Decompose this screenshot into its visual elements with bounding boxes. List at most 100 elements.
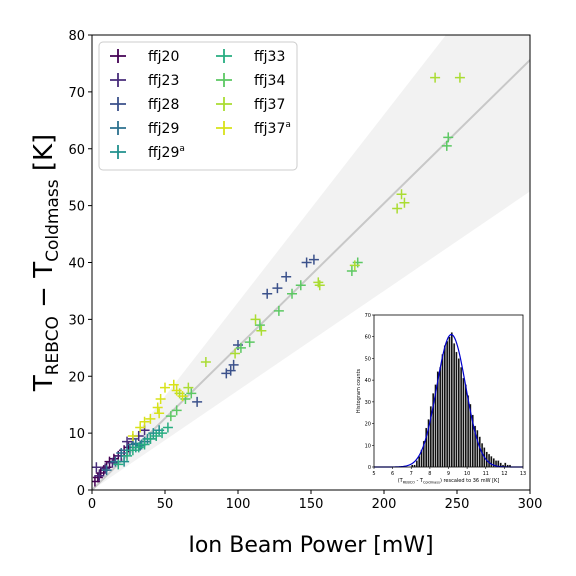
data-point	[154, 408, 165, 419]
histogram-bar	[441, 353, 444, 468]
data-point	[177, 391, 188, 402]
data-point	[235, 342, 246, 353]
inset-x-tick-label: 7	[410, 471, 413, 477]
data-point	[139, 416, 150, 427]
inset-y-tick-label: 50	[365, 356, 371, 362]
data-point	[133, 442, 144, 453]
data-point	[192, 396, 203, 407]
data-point	[160, 382, 170, 393]
legend-label: ffj33	[254, 49, 285, 65]
legend-label: ffj37	[254, 97, 285, 113]
x-tick-label: 50	[157, 497, 174, 512]
legend-marker	[110, 73, 126, 87]
data-point	[145, 433, 156, 444]
inset-y-tick-label: 20	[365, 422, 371, 428]
data-point	[171, 405, 182, 416]
data-point	[256, 325, 267, 336]
x-tick-label: 300	[518, 497, 543, 512]
data-point	[113, 459, 124, 470]
inset-x-tick-label: 6	[391, 471, 394, 477]
y-tick-label: 40	[68, 257, 85, 272]
data-point	[171, 385, 182, 396]
data-point	[151, 430, 162, 441]
histogram-bar	[453, 343, 456, 468]
x-tick-label: 0	[88, 497, 96, 512]
series-ffj34	[165, 132, 454, 422]
data-point	[116, 448, 127, 459]
data-point	[100, 463, 111, 474]
legend-label: ffj29a	[148, 144, 185, 161]
inset-y-tick-label: 40	[365, 378, 371, 384]
data-point	[127, 430, 138, 441]
y-tick-label: 30	[68, 313, 85, 328]
data-point	[396, 189, 407, 200]
data-point	[162, 422, 173, 433]
y-axis-label: TREBCO − TColdmass [K]	[29, 134, 63, 392]
histogram-bar	[450, 332, 453, 468]
inset-x-tick-label: 11	[483, 471, 489, 477]
histogram-bar	[490, 455, 493, 468]
data-point	[441, 140, 452, 151]
data-point	[168, 379, 179, 390]
histogram-bar	[415, 460, 418, 468]
fit-line	[92, 58, 530, 490]
legend-label: ffj34	[254, 73, 285, 89]
legend-label: ffj20	[148, 49, 179, 65]
legend-marker	[216, 97, 232, 111]
histogram-bar	[443, 345, 446, 468]
inset-x-tick-label: 12	[501, 471, 507, 477]
histogram-bar	[462, 377, 465, 468]
data-point	[454, 72, 465, 83]
data-point	[225, 365, 236, 376]
data-point	[346, 266, 357, 277]
x-tick-label: 100	[226, 497, 251, 512]
data-point	[200, 357, 211, 368]
data-point	[119, 456, 130, 467]
inset-y-tick-label: 30	[365, 400, 371, 406]
data-point	[122, 450, 133, 461]
x-tick-label: 250	[445, 497, 470, 512]
legend-marker	[110, 97, 126, 111]
data-point	[244, 337, 255, 348]
legend-marker	[216, 73, 232, 87]
data-point	[272, 283, 283, 294]
legend-marker	[216, 121, 232, 135]
series-ffj37-a	[127, 379, 188, 441]
histogram-bar	[418, 455, 421, 468]
data-point	[165, 411, 176, 422]
y-tick-label: 60	[68, 143, 85, 158]
inset-y-tick-label: 60	[365, 335, 371, 341]
data-point	[186, 388, 197, 399]
legend-marker	[110, 49, 126, 63]
x-tick-label: 200	[372, 497, 397, 512]
histogram-bar	[464, 384, 467, 468]
legend-label: ffj37a	[254, 120, 291, 137]
data-point	[250, 314, 261, 325]
data-point	[254, 320, 265, 331]
data-points	[92, 72, 465, 487]
data-point	[262, 288, 273, 299]
y-tick-label: 70	[68, 86, 85, 101]
inset-x-tick-label: 10	[464, 471, 470, 477]
data-point	[443, 132, 454, 143]
data-point	[92, 462, 102, 473]
data-point	[392, 203, 403, 214]
legend-marker	[110, 145, 126, 159]
y-tick-label: 50	[68, 200, 85, 215]
legend: ffj20 ffj23 ffj28 ffj29 ffj29a ffj33 ffj34 ffj3…	[98, 41, 298, 171]
legend-label: ffj23	[148, 73, 179, 89]
data-point	[135, 422, 146, 433]
histogram-bar	[459, 366, 463, 468]
inset-x-tick-label: 13	[520, 471, 526, 477]
y-tick-label: 10	[68, 427, 85, 442]
histogram-bar	[448, 336, 451, 468]
histogram-bar	[476, 429, 479, 468]
histogram-bar	[446, 340, 449, 468]
data-point	[152, 402, 163, 413]
histogram-bar	[457, 358, 460, 468]
data-point	[295, 280, 306, 291]
y-tick-label: 80	[68, 29, 85, 44]
histogram-bar	[466, 395, 470, 468]
data-point	[122, 436, 133, 447]
legend-label: ffj28	[148, 97, 179, 113]
